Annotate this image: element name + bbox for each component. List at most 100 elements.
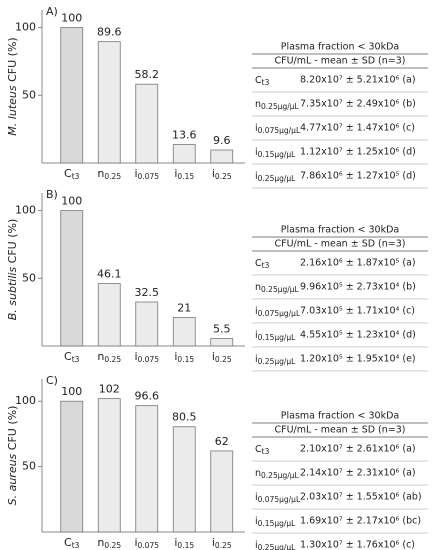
table-row-value: 1.12x10⁷ ± 1.25x10⁶ (d) xyxy=(300,147,416,158)
table-row-label-sub: 0.15µg/µL xyxy=(258,519,297,528)
table-row-label-sub: 0.25µg/µL xyxy=(258,543,297,550)
table-row-value: 2.14x10⁷ ± 2.31x10⁶ (a) xyxy=(300,468,416,479)
x-tick-label-base: i xyxy=(174,350,177,363)
bar xyxy=(97,283,121,347)
table-row-label: i0.15µg/µL xyxy=(255,330,296,343)
value-label: 46.1 xyxy=(97,268,122,281)
table-title: Plasma fraction < 30kDa xyxy=(281,225,399,236)
x-tick-label-sub: 0.075 xyxy=(138,355,160,364)
x-tick-label-sub: 0.25 xyxy=(215,355,232,364)
x-tick-label-sub: 0.15 xyxy=(177,541,194,550)
x-tick-label: i0.075 xyxy=(134,350,159,364)
table-row-label: i0.15µg/µL xyxy=(255,147,296,160)
x-tick-label-base: C xyxy=(64,536,72,549)
table-row-label-base: i xyxy=(255,354,258,365)
value-label: 100 xyxy=(61,195,82,208)
x-tick-label-sub: t3 xyxy=(72,172,80,181)
table-subtitle: CFU/mL - mean ± SD (n=3) xyxy=(274,239,405,250)
table-row-value: 4.77x10⁷ ± 1.47x10⁶ (c) xyxy=(300,123,415,134)
bar xyxy=(210,450,234,533)
table-row-label-base: i xyxy=(255,123,258,134)
table-row-label-base: C xyxy=(255,444,262,455)
x-tick-label: Ct3 xyxy=(64,167,80,181)
table-row-label: i0.075µg/µL xyxy=(255,492,301,505)
table-row-label: i0.25µg/µL xyxy=(255,171,296,184)
y-label-unit: CFU (%) xyxy=(6,406,19,451)
value-label: 100 xyxy=(61,12,82,25)
x-tick-label-sub: 0.15 xyxy=(177,172,194,181)
y-axis-label: S. aureus CFU (%) xyxy=(6,406,19,506)
y-tick-label: 100 xyxy=(15,204,36,217)
bar xyxy=(172,144,196,164)
x-tick-label-base: C xyxy=(64,350,72,363)
table-row-label: n0.25µg/µL xyxy=(255,468,300,481)
x-tick-label-base: i xyxy=(134,350,137,363)
x-tick-label: i0.15 xyxy=(174,167,194,181)
table-row-value: 9.96x10⁵ ± 2.73x10⁴ (b) xyxy=(300,282,416,293)
x-tick-label: i0.15 xyxy=(174,350,194,364)
table-row-label-sub: 0.15µg/µL xyxy=(258,150,297,159)
value-label: 102 xyxy=(99,383,120,396)
y-axis-label: M. luteus CFU (%) xyxy=(6,37,19,135)
table-row-value: 4.55x10⁵ ± 1.23x10⁴ (d) xyxy=(300,330,416,341)
bar xyxy=(172,317,196,347)
bar xyxy=(60,210,84,347)
value-label: 21 xyxy=(177,302,191,315)
table-row-value: 2.10x10⁷ ± 2.61x10⁶ (a) xyxy=(300,444,416,455)
x-tick-label-sub: 0.075 xyxy=(138,172,160,181)
bar xyxy=(210,338,234,347)
y-tick-label: 50 xyxy=(22,271,36,284)
x-tick-label: Ct3 xyxy=(64,350,80,364)
table-subtitle: CFU/mL - mean ± SD (n=3) xyxy=(274,56,405,67)
table-row-value: 7.03x10⁵ ± 1.71x10⁴ (c) xyxy=(300,306,415,317)
table-row-label-sub: 0.075µg/µL xyxy=(258,309,301,318)
table-row-label-sub: 0.25µg/µL xyxy=(258,174,297,183)
bar xyxy=(172,426,196,533)
panel-label: A) xyxy=(46,5,58,18)
x-tick-label: i0.15 xyxy=(174,536,194,550)
table-row-label-sub: t3 xyxy=(262,78,270,87)
bar xyxy=(60,27,84,164)
x-tick-label-base: i xyxy=(174,536,177,549)
table-row-value: 2.03x10⁷ ± 1.55x10⁶ (ab) xyxy=(300,492,422,503)
table-row-value: 1.30x10⁷ ± 1.76x10⁶ (c) xyxy=(300,540,415,550)
table-row-label-sub: 0.075µg/µL xyxy=(258,126,301,135)
table-subtitle: CFU/mL - mean ± SD (n=3) xyxy=(274,425,405,436)
bar xyxy=(210,149,234,164)
table-row-label: i0.075µg/µL xyxy=(255,123,301,136)
table-row-label-base: n xyxy=(255,282,261,293)
table-row-label-base: i xyxy=(255,147,258,158)
table-row-label-base: i xyxy=(255,540,258,550)
x-tick-label-base: C xyxy=(64,167,72,180)
table-row-label: n0.25µg/µL xyxy=(255,282,300,295)
x-tick-label: n0.25 xyxy=(97,350,121,364)
table-row-label-base: C xyxy=(255,75,262,86)
table-row-label-sub: 0.075µg/µL xyxy=(258,495,301,504)
x-tick-label-sub: 0.25 xyxy=(104,355,121,364)
table-row-label-base: C xyxy=(255,258,262,269)
table-row-value: 7.35x10⁷ ± 2.49x10⁶ (b) xyxy=(300,99,416,110)
x-tick-label-base: i xyxy=(134,167,137,180)
x-tick-label: i0.25 xyxy=(212,536,232,550)
table-row-label-sub: 0.25µg/µL xyxy=(261,102,300,111)
table-row-label: Ct3 xyxy=(255,444,270,457)
y-label-species: S. aureus xyxy=(6,453,19,505)
x-tick-label: i0.075 xyxy=(134,536,159,550)
x-tick-label-base: n xyxy=(97,350,104,363)
table-row-label-sub: t3 xyxy=(262,261,270,270)
y-label-unit: CFU (%) xyxy=(6,37,19,82)
x-tick-label-sub: 0.25 xyxy=(215,172,232,181)
table-row-label-base: n xyxy=(255,99,261,110)
x-tick-label-base: i xyxy=(212,350,215,363)
value-label: 89.6 xyxy=(97,26,122,39)
value-label: 62 xyxy=(215,435,229,448)
table-row-label: Ct3 xyxy=(255,75,270,88)
x-tick-label-base: n xyxy=(97,167,104,180)
x-tick-label-sub: 0.25 xyxy=(104,172,121,181)
bar xyxy=(60,400,84,533)
table-row-label-sub: t3 xyxy=(262,447,270,456)
value-label: 5.5 xyxy=(213,323,231,336)
panel-label: C) xyxy=(46,374,58,387)
x-tick-label-base: i xyxy=(212,536,215,549)
table-row-value: 1.20x10⁵ ± 1.95x10⁴ (e) xyxy=(300,354,416,365)
